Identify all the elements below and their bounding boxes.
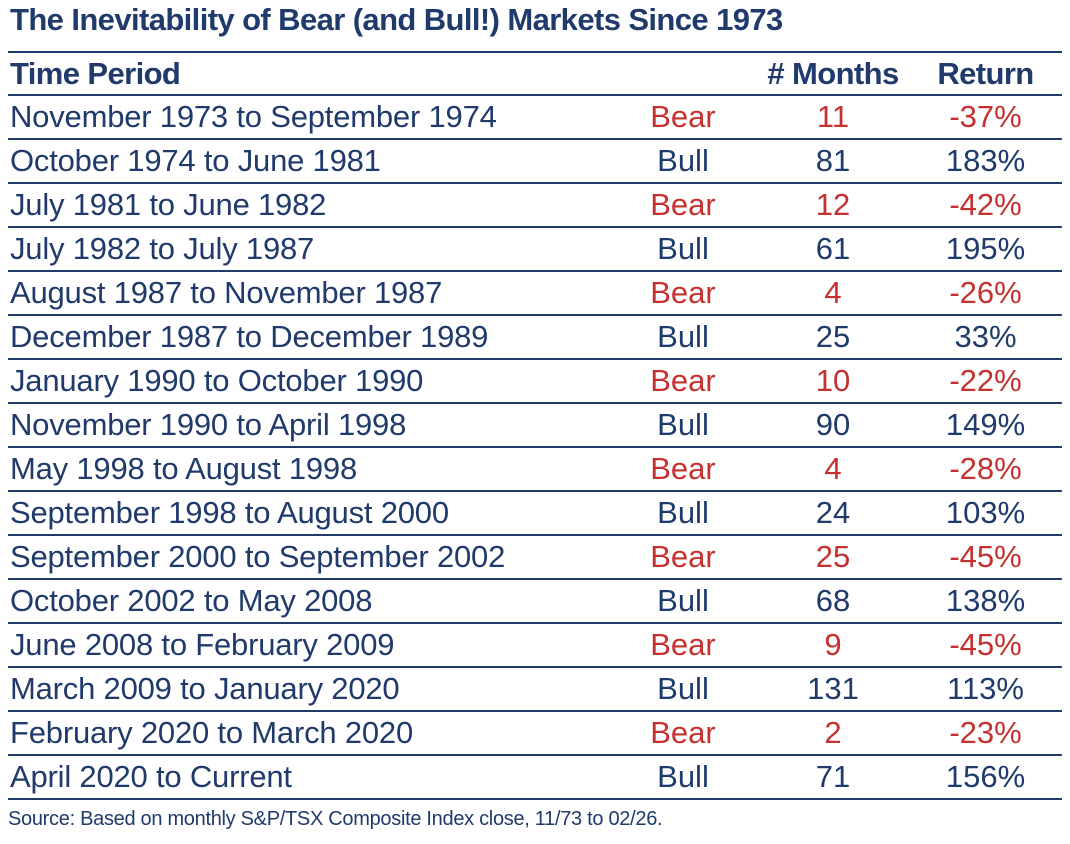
months-cell: 4 [824,451,842,486]
period-cell: October 2002 to May 2008 [10,583,373,618]
return-cell: -45% [949,627,1022,662]
source-note: Source: Based on monthly S&P/TSX Composi… [8,808,663,830]
table-row: December 1987 to December 1989 Bull 25 33% [8,316,1062,360]
period-cell: June 2008 to February 2009 [10,627,395,662]
market-type-cell: Bear [650,451,716,486]
market-type-cell: Bull [657,143,709,178]
months-cell: 4 [824,275,842,310]
market-type-cell: Bear [650,627,716,662]
return-cell: 103% [945,495,1026,530]
table-row: September 1998 to August 2000 Bull 24 103% [8,492,1062,536]
markets-table: Time Period # Months Return November 197… [8,53,1062,800]
months-cell: 24 [815,495,851,530]
return-cell: -26% [949,275,1022,310]
months-cell: 25 [815,319,851,354]
months-cell: 11 [816,99,850,134]
market-type-cell: Bear [650,715,716,750]
period-cell: April 2020 to Current [10,759,292,794]
return-cell: -45% [949,539,1022,574]
market-type-cell: Bull [657,671,709,706]
table-row: July 1981 to June 1982 Bear 12 -42% [8,184,1062,228]
return-cell: -23% [949,715,1022,750]
table-body: November 1973 to September 1974 Bear 11 -37… [8,96,1062,800]
market-type-cell: Bull [657,759,709,794]
header-months: # Months [767,55,899,91]
table-row: November 1973 to September 1974 Bear 11 -37… [8,96,1062,140]
period-cell: August 1987 to November 1987 [10,275,443,310]
months-cell: 90 [815,407,851,442]
return-cell: 156% [945,759,1026,794]
market-type-cell: Bull [657,319,709,354]
period-cell: December 1987 to December 1989 [10,319,489,354]
title-divider [8,51,1062,53]
months-cell: 12 [815,187,851,222]
table-row: January 1990 to October 1990 Bear 10 -22% [8,360,1062,404]
return-cell: 138% [945,583,1026,618]
period-cell: January 1990 to October 1990 [10,363,424,398]
market-type-cell: Bear [650,187,716,222]
page-title: The Inevitability of Bear (and Bull!) Ma… [10,2,783,37]
market-type-cell: Bull [657,495,709,530]
return-cell: 113% [947,671,1024,706]
months-cell: 25 [815,539,851,574]
period-cell: October 1974 to June 1981 [10,143,381,178]
period-cell: September 2000 to September 2002 [10,539,506,574]
table-row: May 1998 to August 1998 Bear 4 -28% [8,448,1062,492]
months-cell: 131 [807,671,859,706]
months-cell: 68 [815,583,851,618]
period-cell: September 1998 to August 2000 [10,495,449,530]
period-cell: July 1981 to June 1982 [10,187,327,222]
period-cell: May 1998 to August 1998 [10,451,357,486]
table-row: October 2002 to May 2008 Bull 68 138% [8,580,1062,624]
return-cell: 149% [945,407,1026,442]
months-cell: 2 [824,715,842,750]
period-cell: March 2009 to January 2020 [10,671,400,706]
market-type-cell: Bear [650,363,716,398]
table-row: September 2000 to September 2002 Bear 25 -4… [8,536,1062,580]
market-type-cell: Bear [650,275,716,310]
months-cell: 71 [815,759,851,794]
months-cell: 61 [815,231,851,266]
period-cell: July 1982 to July 1987 [10,231,315,266]
table-row: February 2020 to March 2020 Bear 2 -23% [8,712,1062,756]
table-row: August 1987 to November 1987 Bear 4 -26% [8,272,1062,316]
market-type-cell: Bear [650,539,716,574]
period-cell: November 1973 to September 1974 [10,99,497,134]
table-row: June 2008 to February 2009 Bear 9 -45% [8,624,1062,668]
market-type-cell: Bull [657,231,709,266]
return-cell: -42% [949,187,1022,222]
table-row: November 1990 to April 1998 Bull 90 149% [8,404,1062,448]
months-cell: 10 [815,363,851,398]
return-cell: 195% [945,231,1026,266]
table-row: July 1982 to July 1987 Bull 61 195% [8,228,1062,272]
table-row: October 1974 to June 1981 Bull 81 183% [8,140,1062,184]
return-cell: 33% [954,319,1017,354]
table-row: April 2020 to Current Bull 71 156% [8,756,1062,800]
table-row: March 2009 to January 2020 Bull 131 113% [8,668,1062,712]
return-cell: -28% [949,451,1022,486]
period-cell: February 2020 to March 2020 [10,715,414,750]
market-type-cell: Bear [650,99,716,134]
market-type-cell: Bull [657,583,709,618]
header-return: Return [937,55,1034,91]
table-header-row: Time Period # Months Return [8,53,1062,96]
return-cell: 183% [945,143,1026,178]
period-cell: November 1990 to April 1998 [10,407,407,442]
market-type-cell: Bull [657,407,709,442]
months-cell: 81 [815,143,851,178]
return-cell: -22% [949,363,1022,398]
header-time-period: Time Period [10,55,181,91]
months-cell: 9 [824,627,842,662]
return-cell: -37% [949,99,1022,134]
